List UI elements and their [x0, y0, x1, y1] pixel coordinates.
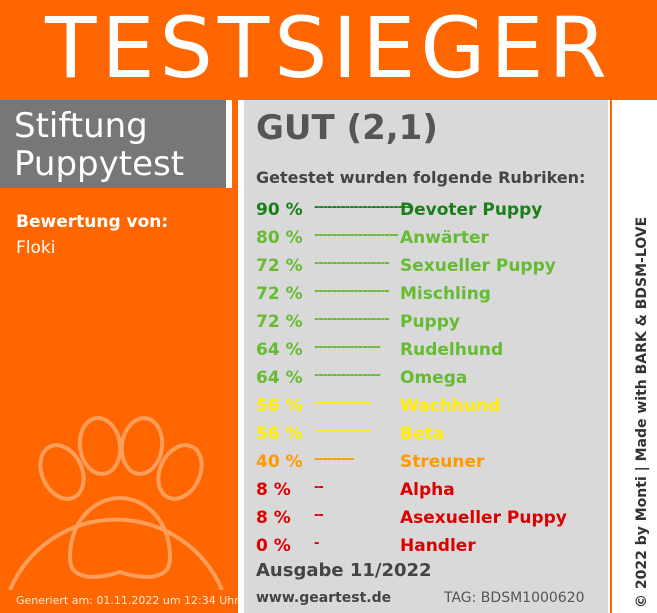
category-row: 8 % -- Asexueller Puppy — [256, 508, 606, 534]
category-percent: 90 % — [256, 200, 303, 220]
category-percent: 8 % — [256, 508, 291, 528]
paw-icon — [8, 416, 224, 590]
category-dots: ------------- — [314, 396, 372, 411]
tag-id: TAG: BDSM1000620 — [444, 590, 585, 606]
category-percent: 72 % — [256, 312, 303, 332]
category-percent: 56 % — [256, 424, 303, 444]
category-name: Wachhund — [400, 396, 501, 416]
categories-subtitle: Getestet wurden folgende Rubriken: — [256, 168, 586, 187]
category-row: 72 % ----------------- Mischling — [256, 284, 606, 310]
category-name: Anwärter — [400, 228, 489, 248]
category-name: Beta — [400, 424, 445, 444]
category-percent: 72 % — [256, 256, 303, 276]
issue-label: Ausgabe 11/2022 — [256, 560, 432, 581]
category-percent: 64 % — [256, 368, 303, 388]
category-dots: ------------- — [314, 424, 372, 439]
category-dots: ---------------------- — [314, 200, 412, 215]
category-dots: -- — [314, 480, 324, 495]
category-dots: ----------------- — [314, 312, 390, 327]
rater-name: Floki — [16, 238, 56, 258]
category-name: Alpha — [400, 480, 455, 500]
category-percent: 8 % — [256, 480, 291, 500]
category-dots: -- — [314, 508, 324, 523]
category-dots: ----------------- — [314, 284, 390, 299]
category-name: Handler — [400, 536, 476, 556]
category-row: 56 % ------------- Wachhund — [256, 396, 606, 422]
org-name-line2: Puppytest — [14, 144, 185, 184]
category-row: 64 % --------------- Omega — [256, 368, 606, 394]
category-name: Asexueller Puppy — [400, 508, 567, 528]
category-row: 56 % ------------- Beta — [256, 424, 606, 450]
rating-card: Stiftung Puppytest Bewertung von: Floki … — [0, 100, 239, 613]
category-name: Rudelhund — [400, 340, 504, 360]
category-name: Sexueller Puppy — [400, 256, 556, 276]
category-dots: --------- — [314, 452, 355, 467]
generated-timestamp: Generiert am: 01.11.2022 um 12:34 Uhr — [16, 594, 239, 607]
category-dots: ------------------- — [314, 228, 399, 243]
grade: GUT (2,1) — [256, 108, 438, 148]
category-row: 90 % ---------------------- Devoter Puppy — [256, 200, 606, 226]
category-row: 72 % ----------------- Puppy — [256, 312, 606, 338]
website-link[interactable]: www.geartest.de — [256, 590, 392, 606]
org-badge: Stiftung Puppytest — [0, 100, 232, 188]
category-row: 72 % ----------------- Sexueller Puppy — [256, 256, 606, 282]
category-dots: - — [314, 536, 320, 551]
category-row: 0 % - Handler — [256, 536, 606, 562]
org-badge-inner: Stiftung Puppytest — [0, 100, 226, 188]
category-name: Mischling — [400, 284, 491, 304]
page-title: TESTSIEGER — [0, 0, 657, 96]
category-percent: 56 % — [256, 396, 303, 416]
category-name: Devoter Puppy — [400, 200, 543, 220]
category-percent: 40 % — [256, 452, 303, 472]
category-percent: 64 % — [256, 340, 303, 360]
category-name: Streuner — [400, 452, 485, 472]
rating-label: Bewertung von: — [16, 212, 169, 232]
category-percent: 72 % — [256, 284, 303, 304]
category-row: 80 % ------------------- Anwärter — [256, 228, 606, 254]
results-panel: GUT (2,1) Getestet wurden folgende Rubri… — [244, 100, 608, 613]
category-name: Omega — [400, 368, 468, 388]
org-name-line1: Stiftung — [14, 106, 148, 146]
category-row: 64 % --------------- Rudelhund — [256, 340, 606, 366]
category-row: 40 % --------- Streuner — [256, 452, 606, 478]
credit-text: © 2022 by Monti | Made with BARK & BDSM-… — [634, 216, 650, 608]
category-percent: 80 % — [256, 228, 303, 248]
category-dots: --------------- — [314, 368, 381, 383]
category-percent: 0 % — [256, 536, 291, 556]
category-dots: ----------------- — [314, 256, 390, 271]
credit-strip: © 2022 by Monti | Made with BARK & BDSM-… — [612, 100, 657, 613]
category-name: Puppy — [400, 312, 460, 332]
category-dots: --------------- — [314, 340, 381, 355]
category-row: 8 % -- Alpha — [256, 480, 606, 506]
